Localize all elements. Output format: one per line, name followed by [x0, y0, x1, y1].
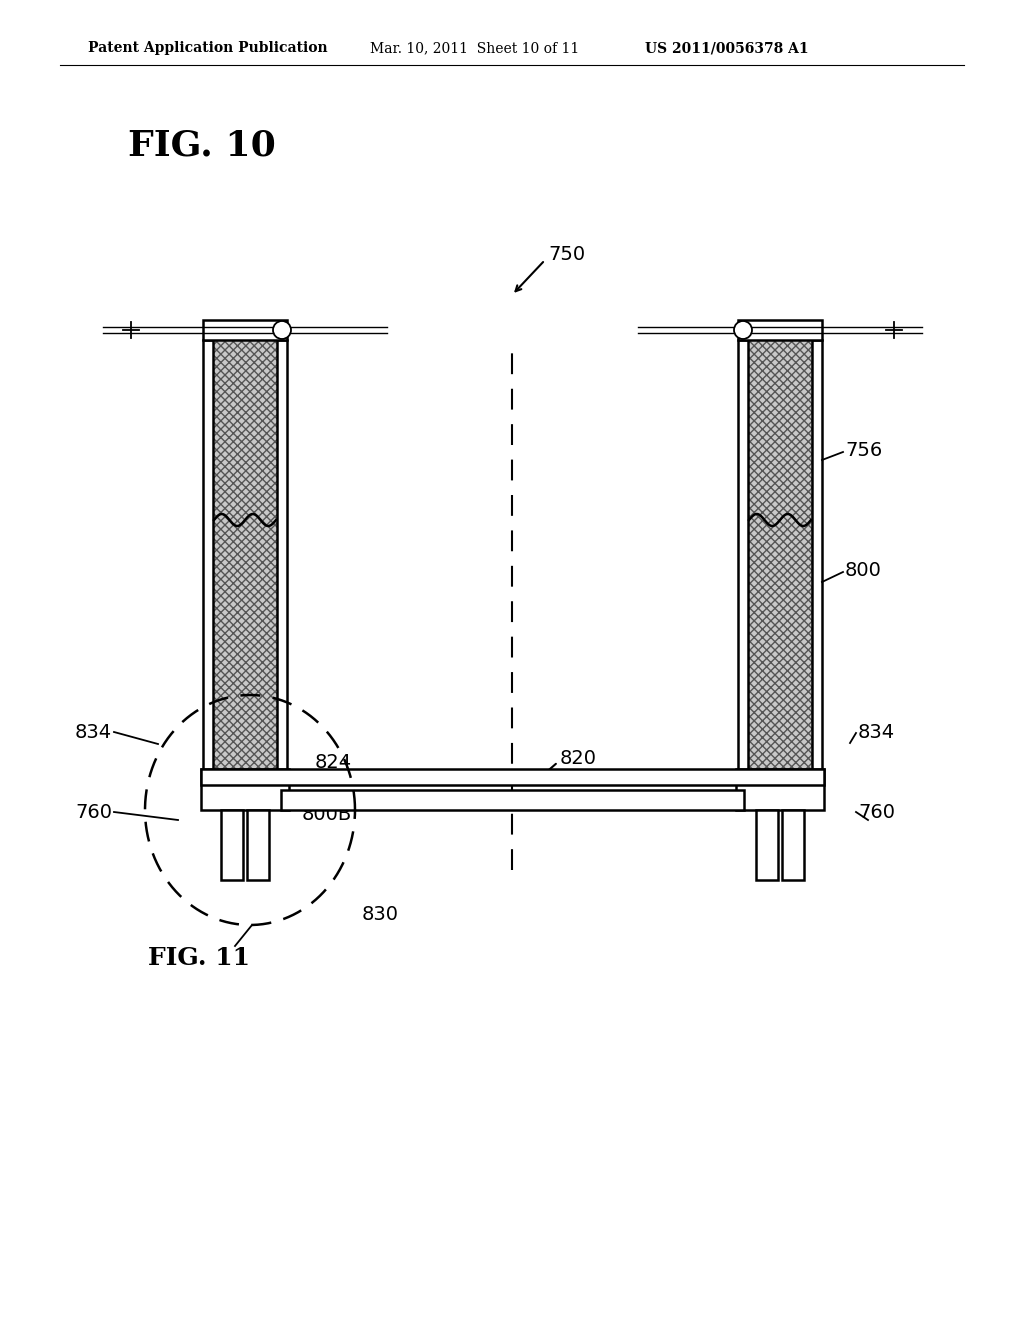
Bar: [247, 810, 269, 880]
Bar: [201, 770, 824, 785]
Text: US 2011/0056378 A1: US 2011/0056378 A1: [645, 41, 809, 55]
Bar: [782, 810, 804, 880]
Bar: [812, 341, 822, 789]
Text: 834: 834: [75, 722, 112, 742]
Text: 800B: 800B: [302, 805, 352, 825]
Bar: [756, 810, 778, 880]
Bar: [736, 770, 824, 810]
Bar: [203, 319, 287, 341]
Text: 824: 824: [314, 752, 352, 771]
Circle shape: [734, 321, 752, 339]
Circle shape: [273, 321, 291, 339]
Bar: [738, 341, 748, 789]
Bar: [281, 789, 744, 810]
Bar: [213, 341, 278, 789]
Text: 800: 800: [845, 561, 882, 579]
Text: 756: 756: [845, 441, 883, 459]
Text: 760: 760: [858, 803, 895, 821]
Text: FIG. 10: FIG. 10: [128, 128, 275, 162]
Text: Patent Application Publication: Patent Application Publication: [88, 41, 328, 55]
Text: 760: 760: [75, 803, 112, 821]
Bar: [201, 770, 289, 810]
Bar: [748, 341, 812, 789]
Bar: [738, 319, 822, 341]
Bar: [278, 341, 287, 789]
Text: 750: 750: [548, 246, 585, 264]
Bar: [203, 341, 213, 789]
Text: FIG. 11: FIG. 11: [148, 946, 250, 970]
Text: 834: 834: [858, 722, 895, 742]
Text: 826: 826: [314, 788, 352, 808]
Text: Mar. 10, 2011  Sheet 10 of 11: Mar. 10, 2011 Sheet 10 of 11: [370, 41, 580, 55]
Text: 820: 820: [560, 748, 597, 767]
Text: 830: 830: [362, 904, 399, 924]
Bar: [221, 810, 243, 880]
